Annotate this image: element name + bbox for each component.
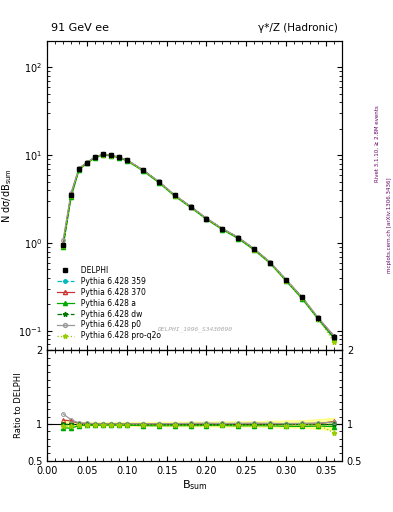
- Text: Rivet 3.1.10, ≥ 2.8M events: Rivet 3.1.10, ≥ 2.8M events: [375, 105, 380, 182]
- Text: γ*/Z (Hadronic): γ*/Z (Hadronic): [258, 23, 338, 33]
- Legend:   DELPHI,   Pythia 6.428 359,   Pythia 6.428 370,   Pythia 6.428 a,   Pythia 6.4: DELPHI, Pythia 6.428 359, Pythia 6.428 3…: [54, 263, 164, 344]
- X-axis label: B$_\mathrm{sum}$: B$_\mathrm{sum}$: [182, 478, 208, 492]
- Text: mcplots.cern.ch [arXiv:1306.3436]: mcplots.cern.ch [arXiv:1306.3436]: [387, 178, 391, 273]
- Text: 91 GeV ee: 91 GeV ee: [51, 23, 109, 33]
- Y-axis label: N dσ/dB$_\mathrm{sum}$: N dσ/dB$_\mathrm{sum}$: [0, 168, 14, 223]
- Y-axis label: Ratio to DELPHI: Ratio to DELPHI: [14, 373, 23, 438]
- Text: DELPHI_1996_S3430090: DELPHI_1996_S3430090: [157, 326, 232, 332]
